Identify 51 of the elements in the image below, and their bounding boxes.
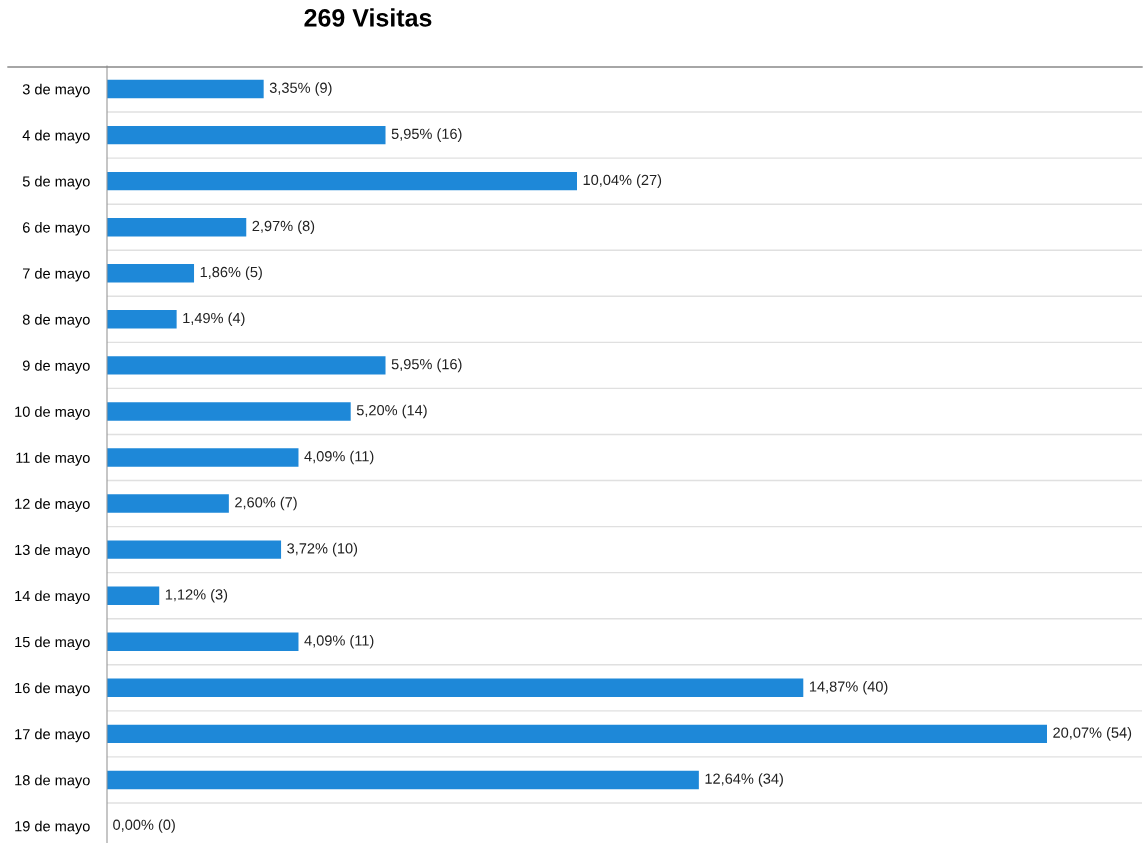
y-tick-label: 10 de mayo <box>15 406 90 420</box>
data-label: 3,72% (10) <box>287 542 358 557</box>
bar <box>107 678 804 698</box>
y-tick-label: 16 de mayo <box>15 682 90 697</box>
data-label: 5,95% (16) <box>391 128 462 142</box>
bar <box>107 171 577 191</box>
y-tick-label: 11 de mayo <box>16 452 90 466</box>
bar <box>107 540 282 559</box>
y-tick-label: 3 de mayo <box>22 83 90 98</box>
bar <box>107 218 247 237</box>
bar <box>107 310 177 329</box>
y-tick-label: 7 de mayo <box>22 267 90 282</box>
y-tick-label: 17 de mayo <box>15 728 90 743</box>
y-tick-label: 5 de mayo <box>22 175 90 190</box>
data-label: 4,09% (11) <box>304 450 374 465</box>
bar <box>107 586 160 605</box>
bar <box>107 724 1047 744</box>
y-tick-label: 12 de mayo <box>15 498 90 512</box>
data-label: 20,07% (54) <box>1053 727 1132 741</box>
data-label: 2,60% (7) <box>235 496 297 511</box>
bar <box>107 264 195 283</box>
bar <box>107 356 386 375</box>
bar <box>107 770 699 790</box>
y-tick-label: 19 de mayo <box>15 820 90 835</box>
data-label: 14,87% (40) <box>809 681 888 695</box>
y-tick-label: 18 de mayo <box>15 774 90 789</box>
data-label: 5,20% (14) <box>356 404 427 419</box>
y-tick-label: 4 de mayo <box>22 129 90 144</box>
data-label: 10,04% (27) <box>583 174 662 188</box>
data-label: 2,97% (8) <box>252 220 315 234</box>
chart-title: 269 Visitas <box>304 8 432 27</box>
bar <box>107 79 264 99</box>
y-tick-label: 6 de mayo <box>22 221 90 236</box>
y-tick-label: 14 de mayo <box>15 590 90 605</box>
data-label: 1,12% (3) <box>165 588 228 603</box>
data-label: 12,64% (34) <box>705 773 783 787</box>
data-label: 3,35% (9) <box>269 82 332 96</box>
y-tick-label: 8 de mayo <box>22 314 90 328</box>
data-label: 1,49% (4) <box>183 312 245 327</box>
data-label: 0,00% (0) <box>113 819 175 833</box>
y-tick-label: 13 de mayo <box>15 544 90 558</box>
bar <box>107 448 299 467</box>
data-label: 5,95% (16) <box>391 358 462 373</box>
bar <box>107 402 351 421</box>
bar <box>107 632 299 651</box>
y-tick-label: 9 de mayo <box>22 360 90 374</box>
data-label: 1,86% (5) <box>200 266 262 281</box>
bar <box>107 125 386 145</box>
data-label: 4,09% (11) <box>304 634 374 649</box>
bar <box>107 494 229 513</box>
y-tick-label: 15 de mayo <box>15 636 90 651</box>
